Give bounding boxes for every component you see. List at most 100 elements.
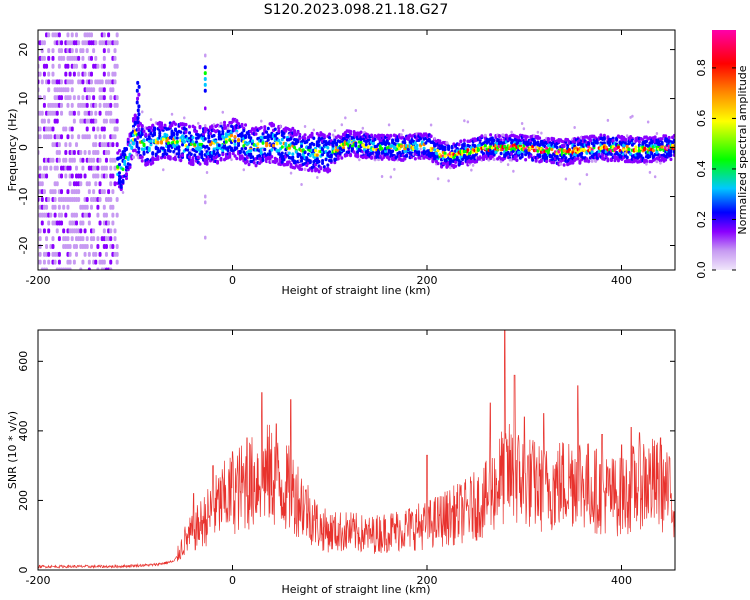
heatmap-cell xyxy=(645,162,648,166)
heatmap-cell xyxy=(331,144,335,148)
heatmap-cell xyxy=(42,259,46,265)
heatmap-cell xyxy=(317,169,321,174)
heatmap-cell xyxy=(94,55,98,61)
heatmap-cell xyxy=(163,123,167,128)
heatmap-cell xyxy=(270,148,274,152)
heatmap-cell xyxy=(195,129,199,134)
heatmap-cell xyxy=(40,110,44,116)
heatmap-cell xyxy=(89,204,93,210)
heatmap-cell xyxy=(102,71,106,77)
heatmap-cell xyxy=(115,63,119,69)
heatmap-cell xyxy=(524,157,528,162)
heatmap-cell xyxy=(289,171,293,175)
heatmap-cell xyxy=(415,143,419,148)
heatmap-cell xyxy=(75,165,79,171)
heatmap-cell xyxy=(546,151,550,155)
heatmap-cell xyxy=(38,259,42,265)
heatmap-cell xyxy=(300,159,304,163)
heatmap-cell xyxy=(102,63,106,69)
heatmap-cell xyxy=(510,152,514,156)
snr-series-line xyxy=(38,330,675,569)
heatmap-cell xyxy=(266,138,270,142)
heatmap-cell xyxy=(265,141,269,146)
heatmap-cell xyxy=(447,147,451,152)
heatmap-cell xyxy=(646,120,650,124)
heatmap-cell xyxy=(198,162,202,166)
heatmap-cell xyxy=(473,143,477,148)
heatmap-cell xyxy=(672,149,675,154)
heatmap-cell xyxy=(644,160,648,164)
heatmap-cell xyxy=(245,159,249,164)
spectrogram-panel: -200 0 200 400 -20 -10 0 10 20 Height of straigh… xyxy=(6,29,676,297)
heatmap-cell xyxy=(98,134,102,140)
heatmap-cell xyxy=(483,143,487,148)
heatmap-cell xyxy=(66,63,70,69)
heatmap-cell xyxy=(57,149,61,155)
heatmap-cell xyxy=(77,95,81,101)
heatmap-cell xyxy=(615,138,619,142)
heatmap-cell xyxy=(102,95,106,101)
heatmap-cell xyxy=(133,148,137,152)
heatmap-cell xyxy=(401,128,405,132)
heatmap-cell xyxy=(98,220,102,226)
heatmap-cell xyxy=(321,147,325,152)
heatmap-cell xyxy=(434,151,438,156)
heatmap-cell xyxy=(203,65,207,70)
heatmap-cell xyxy=(158,131,162,136)
heatmap-cell xyxy=(42,40,46,46)
heatmap-cell xyxy=(366,145,370,149)
heatmap-cell xyxy=(151,161,155,165)
heatmap-cell xyxy=(672,138,675,143)
heatmap-cell xyxy=(260,119,263,123)
snr-ytick-label: 400 xyxy=(17,420,30,441)
heatmap-cell xyxy=(79,173,83,179)
heatmap-cell xyxy=(204,235,207,240)
snr-y-label: SNR (10 * v/v) xyxy=(6,411,19,489)
heatmap-cell xyxy=(100,79,104,85)
heatmap-cell xyxy=(135,100,139,105)
heatmap-cell xyxy=(94,142,98,148)
heatmap-cell xyxy=(328,132,332,137)
heatmap-cell xyxy=(172,133,176,137)
heatmap-cell xyxy=(57,142,61,148)
heatmap-cell xyxy=(230,133,234,138)
heatmap-cell xyxy=(545,159,549,164)
heatmap-cell xyxy=(391,139,395,144)
heatmap-cell xyxy=(168,155,172,159)
heatmap-cell xyxy=(653,175,657,179)
heatmap-cell xyxy=(221,148,225,152)
heatmap-cell xyxy=(602,141,606,145)
heatmap-cell xyxy=(322,135,326,139)
heatmap-cell xyxy=(585,173,589,177)
heatmap-cell xyxy=(102,259,106,265)
heatmap-cell xyxy=(162,168,165,172)
heatmap-cell xyxy=(133,138,137,142)
heatmap-cell xyxy=(77,110,81,116)
heatmap-cell xyxy=(53,212,57,218)
heatmap-cell xyxy=(233,154,237,158)
heatmap-cell xyxy=(79,181,83,187)
spectrogram-ytick-label: 0 xyxy=(17,144,30,151)
heatmap-cell xyxy=(64,142,68,148)
heatmap-cell xyxy=(223,123,227,128)
heatmap-cell xyxy=(72,95,76,101)
heatmap-cell xyxy=(217,130,221,134)
heatmap-cell xyxy=(72,259,76,265)
heatmap-cell xyxy=(123,159,127,164)
heatmap-cell xyxy=(443,154,447,159)
heatmap-cell xyxy=(370,155,374,159)
heatmap-cell xyxy=(389,133,393,138)
heatmap-cell xyxy=(126,157,130,162)
heatmap-cell xyxy=(109,181,113,187)
heatmap-cell xyxy=(520,122,524,126)
heatmap-cell xyxy=(117,149,121,153)
heatmap-cell xyxy=(81,157,85,163)
heatmap-cell xyxy=(415,146,419,151)
heatmap-cell xyxy=(68,165,72,171)
heatmap-cells xyxy=(38,32,675,270)
heatmap-cell xyxy=(235,146,239,150)
heatmap-cell xyxy=(564,156,568,160)
heatmap-cell xyxy=(235,131,239,135)
heatmap-cell xyxy=(60,110,64,116)
heatmap-cell xyxy=(203,71,207,76)
